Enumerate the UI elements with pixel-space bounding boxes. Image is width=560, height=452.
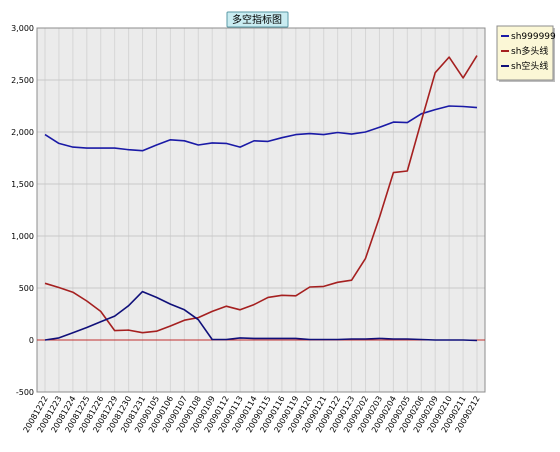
plot-background <box>37 28 485 392</box>
y-tick-label: 1,000 <box>11 232 34 241</box>
y-tick-label: 2,000 <box>11 128 34 137</box>
y-tick-label: 0 <box>29 336 34 345</box>
series-line <box>44 105 478 152</box>
legend: sh999999 sh多头线 sh空头线 <box>496 25 556 82</box>
legend-label: sh999999 <box>511 32 556 42</box>
plot-frame <box>36 27 486 393</box>
y-tick-label: 500 <box>19 284 34 293</box>
series-line <box>44 290 478 342</box>
y-tick-label: 1,500 <box>11 180 34 189</box>
y-tick-label: 2,500 <box>11 76 34 85</box>
y-tick-label: -500 <box>16 388 34 397</box>
series-line <box>44 55 478 334</box>
y-tick-label: 3,000 <box>11 24 34 33</box>
chart-title: 多空指标图 <box>226 11 289 28</box>
chart-title-text: 多空指标图 <box>232 13 282 26</box>
series-lines <box>44 55 478 342</box>
legend-label: sh多头线 <box>511 45 548 57</box>
chart-title-box <box>226 11 289 28</box>
plot-area <box>36 27 486 393</box>
legend-label: sh空头线 <box>511 60 548 72</box>
